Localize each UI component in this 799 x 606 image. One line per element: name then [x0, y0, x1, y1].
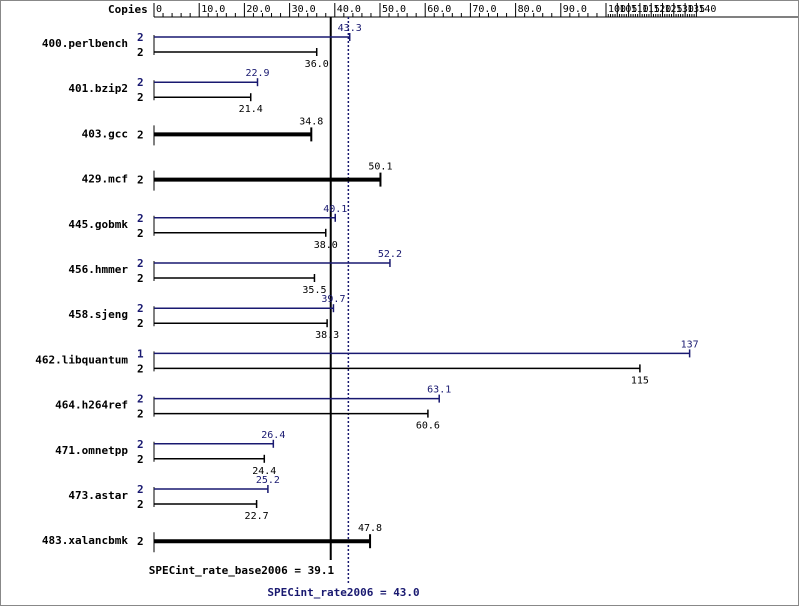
base-copies-label: 2 — [137, 535, 144, 548]
peak-value-label: 25.2 — [256, 475, 280, 486]
base-copies-label: 2 — [137, 317, 144, 330]
category-label: 483.xalancbmk — [42, 534, 128, 547]
category-label: 456.hmmer — [68, 263, 128, 276]
category-labels: 400.perlbench 401.bzip2 403.gcc 429.mcf 445.… — [35, 37, 128, 547]
base-value-label: 115 — [631, 375, 649, 386]
x-tick-label: 80.0 — [518, 4, 542, 15]
base-copies-label: 2 — [137, 46, 144, 59]
peak-copies-label: 1 — [137, 347, 144, 360]
ref-label-peak: SPECint_rate2006 = 43.0 — [267, 586, 419, 599]
peak-value-label: 137 — [681, 339, 699, 350]
x-tick-label: 70.0 — [472, 4, 496, 15]
x-tick-label: 60.0 — [427, 4, 451, 15]
base-copies-label: 2 — [137, 272, 144, 285]
peak-copies-label: 2 — [137, 438, 144, 451]
x-tick-label: 90.0 — [563, 4, 587, 15]
category-label: 401.bzip2 — [68, 82, 128, 95]
ref-label-base: SPECint_rate_base2006 = 39.1 — [149, 564, 335, 577]
x-tick-label: 140 — [698, 4, 716, 15]
base-copies-label: 2 — [137, 362, 144, 375]
peak-copies-label: 2 — [137, 212, 144, 225]
x-tick-label: 0 — [156, 4, 162, 15]
base-copies-label: 2 — [137, 128, 144, 141]
base-value-label: 60.6 — [416, 421, 440, 432]
base-copies-label: 2 — [137, 174, 144, 187]
x-tick-label: 40.0 — [337, 4, 361, 15]
base-value-label: 35.5 — [302, 285, 326, 296]
base-value-label: 36.0 — [305, 59, 329, 70]
base-value-label: 21.4 — [239, 104, 263, 115]
base-value-label: 50.1 — [368, 162, 392, 173]
base-copies-label: 2 — [137, 408, 144, 421]
x-axis: Copies 0 10.0 20.0 30.0 40.0 50.0 60.0 70.0 80.0 9… — [108, 3, 798, 18]
peak-copies-label: 2 — [137, 257, 144, 270]
base-copies-label: 2 — [137, 498, 144, 511]
base-value-label: 22.7 — [245, 511, 269, 522]
category-label: 462.libquantum — [35, 353, 128, 366]
base-copies-label: 2 — [137, 453, 144, 466]
x-tick-label: 50.0 — [382, 4, 406, 15]
category-label: 464.h264ref — [55, 399, 128, 412]
x-tick-label: 20.0 — [246, 4, 270, 15]
category-label: 458.sjeng — [68, 308, 128, 321]
category-label: 429.mcf — [82, 173, 128, 186]
peak-copies-label: 2 — [137, 31, 144, 44]
base-value-label: 34.8 — [299, 116, 323, 127]
peak-copies-label: 2 — [137, 76, 144, 89]
peak-value-label: 63.1 — [427, 385, 451, 396]
category-label: 403.gcc — [82, 127, 128, 140]
peak-value-label: 52.2 — [378, 249, 402, 260]
x-tick-label: 30.0 — [292, 4, 316, 15]
base-copies-label: 2 — [137, 91, 144, 104]
peak-copies-label: 2 — [137, 302, 144, 315]
peak-value-label: 26.4 — [261, 430, 285, 441]
x-tick-label: 10.0 — [201, 4, 225, 15]
category-label: 400.perlbench — [42, 37, 128, 50]
base-value-label: 24.4 — [252, 466, 276, 477]
base-copies-label: 2 — [137, 227, 144, 240]
peak-copies-label: 2 — [137, 393, 144, 406]
peak-value-label: 43.3 — [338, 23, 362, 34]
category-label: 471.omnetpp — [55, 444, 128, 457]
peak-value-label: 39.7 — [321, 294, 345, 305]
base-value-label: 38.3 — [315, 330, 339, 341]
copies-header: Copies — [108, 3, 148, 16]
base-value-label: 38.0 — [314, 240, 338, 251]
category-label: 473.astar — [68, 489, 128, 502]
peak-value-label: 22.9 — [245, 68, 269, 79]
base-value-label: 47.8 — [358, 523, 382, 534]
category-label: 445.gobmk — [68, 218, 128, 231]
reference-lines: SPECint_rate_base2006 = 39.1 SPECint_rate… — [149, 17, 420, 599]
peak-copies-label: 2 — [137, 483, 144, 496]
bars: 2 43.3 2 36.0 2 22.9 2 21.4 2 34.8 2 50.1 2 40.1 2 38.0… — [137, 23, 699, 553]
peak-value-label: 40.1 — [323, 204, 347, 215]
